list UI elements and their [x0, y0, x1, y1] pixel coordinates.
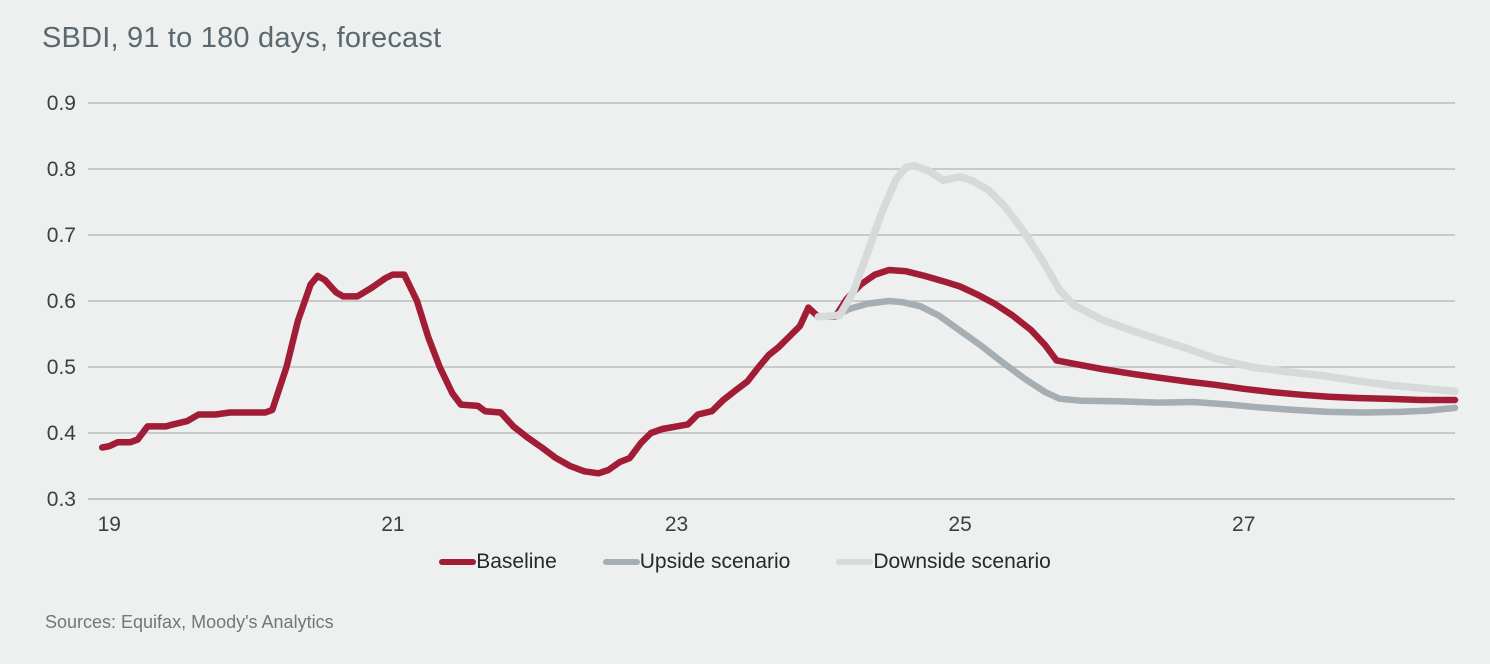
- x-axis-tick-label: 27: [1232, 513, 1255, 536]
- legend-item-baseline: Baseline: [439, 551, 557, 572]
- y-axis-tick-label: 0.9: [47, 92, 76, 115]
- x-axis-tick-label: 23: [665, 513, 688, 536]
- chart-title: SBDI, 91 to 180 days, forecast: [42, 22, 442, 54]
- x-axis-tick-label: 25: [948, 513, 971, 536]
- legend-label-downside: Downside scenario: [873, 550, 1051, 573]
- y-axis-tick-label: 0.3: [47, 488, 76, 511]
- chart-legend: Baseline Upside scenario Downside scenar…: [0, 551, 1490, 572]
- sources-note: Sources: Equifax, Moody's Analytics: [45, 612, 334, 632]
- baseline-line-swatch-icon: [439, 558, 477, 565]
- y-axis-tick-label: 0.5: [47, 356, 76, 379]
- upside-line-swatch-icon: [602, 558, 640, 565]
- y-axis-tick-label: 0.4: [47, 422, 77, 445]
- x-axis-tick-label: 19: [98, 513, 121, 536]
- series-line-upside-scenario: [815, 297, 1459, 416]
- legend-label-upside: Upside scenario: [639, 550, 791, 573]
- y-axis-tick-label: 0.7: [47, 224, 76, 247]
- series-line-baseline: [98, 266, 1459, 477]
- y-axis-tick-label: 0.6: [47, 290, 76, 313]
- downside-line-swatch-icon: [836, 558, 874, 565]
- legend-label-baseline: Baseline: [476, 550, 557, 573]
- legend-item-upside: Upside scenario: [602, 550, 791, 573]
- line-chart: 0.3 0.4 0.5 0.6 0.7 0.8 0.9 19 21 23 25 27: [47, 92, 1459, 536]
- y-axis-tick-label: 0.8: [47, 158, 76, 181]
- x-axis-tick-label: 21: [381, 513, 404, 536]
- series-line-downside-scenario: [814, 161, 1459, 396]
- legend-item-downside: Downside scenario: [836, 550, 1051, 573]
